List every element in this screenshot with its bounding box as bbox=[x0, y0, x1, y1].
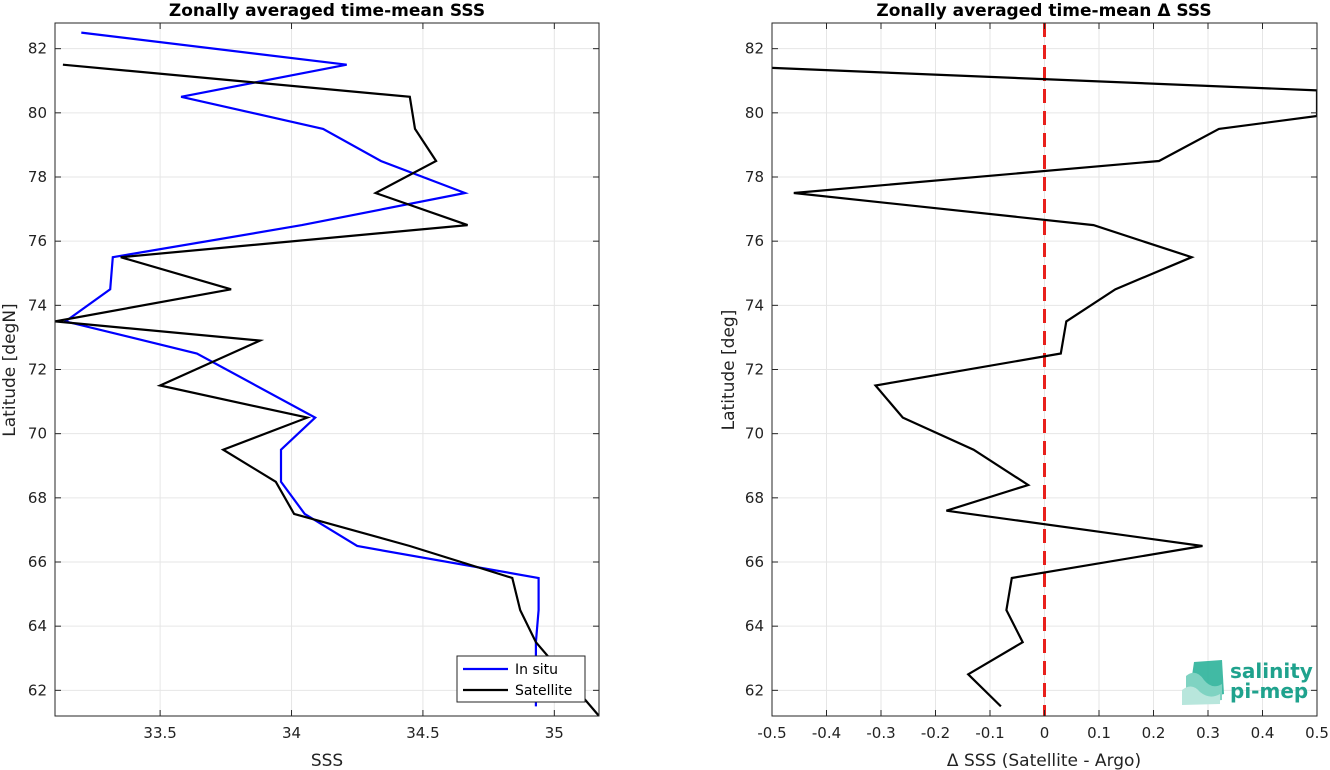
y-tick-label: 70 bbox=[28, 425, 47, 443]
sss-grid bbox=[55, 23, 599, 716]
legend-box bbox=[456, 655, 586, 703]
delta-sss-chart-title: Zonally averaged time-mean Δ SSS bbox=[876, 1, 1211, 21]
y-tick-label: 62 bbox=[745, 681, 764, 699]
y-tick-label: 82 bbox=[28, 40, 47, 58]
y-tick-label: 72 bbox=[28, 361, 47, 379]
delta-series-line bbox=[772, 66, 1317, 708]
sss-legend: In situ Satellite bbox=[456, 655, 586, 703]
y-tick-label: 68 bbox=[745, 489, 764, 507]
legend-in-situ-label: In situ bbox=[515, 662, 558, 678]
sss-y-axis-label: Latitude [degN] bbox=[0, 303, 20, 436]
x-tick-label: 0.5 bbox=[1305, 724, 1329, 742]
legend-satellite-label: Satellite bbox=[515, 683, 572, 699]
y-tick-label: 74 bbox=[28, 296, 47, 314]
y-tick-label: 66 bbox=[28, 553, 47, 571]
sss-chart-title: Zonally averaged time-mean SSS bbox=[169, 1, 485, 21]
y-tick-label: 64 bbox=[745, 617, 764, 635]
x-tick-label: 0.1 bbox=[1087, 724, 1111, 742]
logo-line-2: pi-mep bbox=[1230, 679, 1308, 703]
x-tick-label: 34.5 bbox=[406, 724, 439, 742]
y-tick-label: 70 bbox=[745, 425, 764, 443]
y-tick-label: 76 bbox=[28, 232, 47, 250]
delta-sss-panel: -0.5 -0.4 -0.3 -0.2 -0.1 0 0.1 0.2 0.3 0.4 0.5 62 64… bbox=[719, 1, 1329, 770]
y-tick-label: 76 bbox=[745, 232, 764, 250]
sss-series bbox=[55, 31, 599, 716]
y-tick-label: 68 bbox=[28, 489, 47, 507]
x-tick-label: -0.2 bbox=[921, 724, 950, 742]
y-tick-label: 62 bbox=[28, 681, 47, 699]
y-tick-label: 72 bbox=[745, 361, 764, 379]
sss-ticks: 33.5 34 34.5 35 62 64 66 68 70 72 74 76 78 80 82 bbox=[28, 23, 599, 742]
salinity-pi-mep-logo: salinity pi-mep bbox=[1182, 659, 1313, 705]
x-tick-label: 0 bbox=[1040, 724, 1050, 742]
in-situ-series-line bbox=[62, 31, 540, 707]
logo-waves-icon bbox=[1182, 660, 1224, 705]
y-tick-label: 78 bbox=[745, 168, 764, 186]
x-tick-label: -0.5 bbox=[757, 724, 786, 742]
satellite-series-line bbox=[55, 63, 599, 716]
y-tick-label: 66 bbox=[745, 553, 764, 571]
x-tick-label: -0.3 bbox=[866, 724, 895, 742]
x-tick-label: 34 bbox=[282, 724, 301, 742]
y-tick-label: 74 bbox=[745, 296, 764, 314]
y-tick-label: 78 bbox=[28, 168, 47, 186]
x-tick-label: 0.3 bbox=[1196, 724, 1220, 742]
x-tick-label: 0.4 bbox=[1251, 724, 1275, 742]
logo-line-1: salinity bbox=[1230, 659, 1313, 683]
delta-sss-grid bbox=[771, 23, 1318, 716]
sss-panel: 33.5 34 34.5 35 62 64 66 68 70 72 74 76 78 80 82 Zonal… bbox=[0, 1, 600, 770]
y-tick-label: 80 bbox=[28, 104, 47, 122]
delta-sss-y-axis-label: Latitude [deg] bbox=[719, 310, 739, 431]
x-tick-label: 33.5 bbox=[143, 724, 176, 742]
delta-sss-x-axis-label: Δ SSS (Satellite - Argo) bbox=[947, 751, 1141, 770]
sss-x-axis-label: SSS bbox=[311, 751, 343, 770]
delta-sss-ticks: -0.5 -0.4 -0.3 -0.2 -0.1 0 0.1 0.2 0.3 0.4 0.5 62 64… bbox=[745, 23, 1329, 742]
delta-sss-series bbox=[772, 23, 1317, 716]
x-tick-label: -0.1 bbox=[975, 724, 1004, 742]
y-tick-label: 64 bbox=[28, 617, 47, 635]
y-tick-label: 80 bbox=[745, 104, 764, 122]
y-tick-label: 82 bbox=[745, 40, 764, 58]
x-tick-label: 35 bbox=[545, 724, 564, 742]
x-tick-label: -0.4 bbox=[812, 724, 841, 742]
x-tick-label: 0.2 bbox=[1142, 724, 1166, 742]
